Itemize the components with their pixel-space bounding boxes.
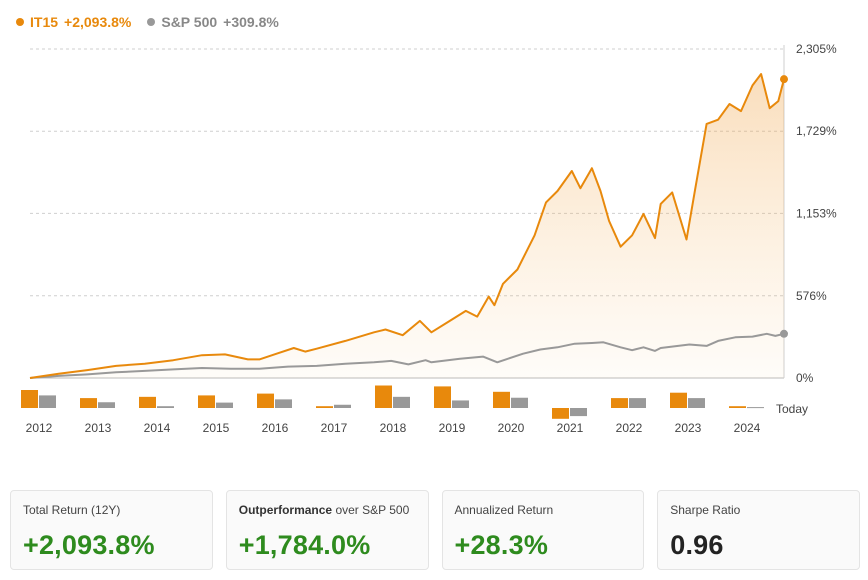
annualized-return-card: Annualized Return +28.3% [441,490,645,570]
x-tick-label: 2012 [26,421,53,435]
sp500-end-point [780,329,788,338]
annual-bar-sp500 [570,408,587,417]
total-return-label: Total Return (12Y) [23,503,121,517]
x-tick-label: 2013 [85,421,112,435]
annual-bar-it15 [21,390,38,408]
annual-bar-it15 [139,396,156,408]
it15-line [29,73,785,379]
x-tick-label: 2022 [616,421,643,435]
x-tick-label: 2024 [734,421,761,435]
legend-item-sp500[interactable]: S&P 500 +309.8% [147,14,279,30]
total-return-card: Total Return (12Y) +2,093.8% [10,490,213,570]
x-tick-label: 2019 [439,421,466,435]
sp500-line [29,332,785,379]
annual-bar-it15 [611,398,628,408]
chart-legend: IT15 +2,093.8% S&P 500 +309.8% [16,11,295,33]
annual-bar-it15 [198,395,215,408]
legend-name-it15: IT15 [30,14,59,30]
x-tick-label: 2015 [203,421,230,435]
annual-bar-sp500 [511,397,528,408]
annual-bar-sp500 [275,399,292,408]
annual-bar-it15 [257,393,274,408]
x-tick-label: 2017 [321,421,348,435]
stats-cards: Total Return (12Y) +2,093.8% Outperforma… [10,490,860,570]
x-tick-label: 2014 [144,421,171,435]
legend-dot-it15 [16,18,24,26]
annual-bar-it15 [670,392,687,408]
outperformance-card: Outperformance over S&P 500 +1,784.0% [225,490,429,570]
annual-bar-sp500 [393,396,410,408]
annual-bar-sp500 [98,402,115,408]
sharpe-ratio-card: Sharpe Ratio 0.96 [657,490,860,570]
y-tick-label: 2,305% [796,42,837,56]
annual-bar-it15 [375,385,392,408]
annual-bar-sp500 [39,395,56,408]
outperformance-value: +1,784.0% [238,530,371,560]
legend-name-sp500: S&P 500 [161,14,218,30]
annual-bar-it15 [316,406,333,408]
x-tick-label: Today [776,402,808,416]
legend-dot-sp500 [147,18,156,26]
outperformance-label: Outperformance over S&P 500 [239,503,416,521]
it15-end-point [780,75,788,84]
annual-bar-it15 [552,408,569,419]
x-tick-label: 2020 [498,421,525,435]
y-tick-label: 576% [796,289,827,303]
annual-bar-sp500 [452,400,469,408]
it15-area [30,74,784,378]
x-tick-label: 2018 [380,421,407,435]
y-tick-label: 1,153% [796,206,837,220]
annualized-return-label: Annualized Return [454,503,554,517]
y-tick-label: 1,729% [796,124,837,138]
annual-bar-it15 [434,386,451,408]
annualized-return-value: +28.3% [454,530,549,560]
annual-bar-sp500 [688,398,705,408]
sharpe-ratio-value: 0.96 [670,530,724,560]
annual-bar-sp500 [334,404,351,408]
x-tick-label: 2016 [262,421,289,435]
annual-bar-sp500 [747,407,764,409]
legend-value-it15: +2,093.8% [64,14,132,30]
x-tick-label: 2023 [675,421,702,435]
x-tick-label: 2021 [557,421,584,435]
annual-bar-it15 [729,406,746,408]
annual-bar-sp500 [157,406,174,408]
annual-bar-it15 [80,398,97,408]
annual-bar-it15 [493,391,510,408]
annual-bar-sp500 [629,398,646,408]
y-tick-label: 0% [796,371,814,385]
legend-value-sp500: +309.8% [223,14,279,30]
performance-chart[interactable]: 2,305% 1,729% 1,153% 576% 0% 2012 2013 2014 2015… [0,0,868,450]
sharpe-ratio-label: Sharpe Ratio [670,503,741,517]
total-return-value: +2,093.8% [23,530,155,560]
outperformance-label-bold: Outperformance [238,503,333,517]
outperformance-label-suffix: over S&P 500 [332,503,410,517]
annual-bar-sp500 [216,402,233,408]
legend-item-it15[interactable]: IT15 +2,093.8% [16,14,131,30]
